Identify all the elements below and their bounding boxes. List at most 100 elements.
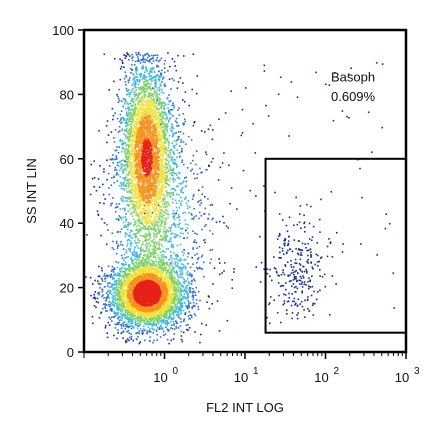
event-dot (124, 270, 127, 272)
event-dot (148, 238, 150, 241)
event-dot (187, 301, 190, 303)
event-dot (342, 243, 344, 245)
event-dot (184, 279, 187, 282)
event-dot (171, 304, 174, 307)
event-dot (110, 270, 113, 272)
event-dot (187, 280, 190, 283)
event-dot (137, 52, 140, 55)
event-dot (158, 315, 160, 318)
event-dot (96, 297, 99, 300)
event-dot (159, 127, 161, 129)
event-dot (167, 161, 170, 164)
event-dot (159, 193, 162, 196)
event-dot (136, 242, 138, 244)
event-dot (134, 322, 137, 324)
event-dot (110, 286, 113, 288)
event-dot (119, 231, 122, 233)
event-dot (189, 162, 192, 165)
event-dot (152, 213, 154, 215)
event-dot (170, 174, 173, 176)
event-dot (136, 79, 139, 81)
event-dot (128, 150, 130, 153)
event-dot (123, 314, 125, 317)
event-dot (144, 259, 146, 261)
event-dot (196, 247, 198, 250)
event-dot (121, 140, 124, 142)
event-dot (124, 233, 127, 236)
event-dot (113, 304, 115, 306)
event-dot (156, 339, 158, 341)
event-dot (280, 257, 282, 259)
event-dot (147, 226, 149, 229)
event-dot (183, 282, 186, 285)
event-dot (143, 315, 146, 318)
event-dot (208, 213, 210, 216)
event-dot (153, 221, 155, 223)
event-dot (177, 255, 179, 257)
event-dot (161, 264, 164, 267)
event-dot (297, 248, 300, 251)
event-dot (119, 169, 121, 172)
event-dot (178, 226, 180, 228)
event-dot (283, 302, 286, 305)
event-dot (110, 184, 113, 186)
event-dot (143, 225, 145, 228)
event-dot (161, 117, 163, 120)
event-dot (164, 230, 166, 233)
event-dot (114, 314, 117, 317)
event-dot (162, 136, 165, 138)
event-dot (149, 70, 151, 72)
event-dot (138, 263, 140, 265)
event-dot (295, 277, 297, 280)
event-dot (153, 88, 155, 91)
event-dot (198, 290, 200, 293)
event-dot (134, 242, 137, 244)
event-dot (175, 258, 178, 260)
event-dot (122, 330, 125, 332)
event-dot (128, 196, 131, 199)
event-dot (134, 80, 137, 83)
event-dot (143, 80, 146, 83)
event-dot (154, 113, 157, 116)
event-dot (162, 253, 164, 256)
event-dot (131, 192, 133, 195)
event-dot (216, 300, 219, 302)
event-dot (269, 302, 271, 304)
event-dot (128, 156, 131, 159)
event-dot (192, 247, 194, 249)
event-dot (128, 339, 130, 342)
event-dot (169, 277, 171, 280)
event-dot (311, 266, 314, 268)
event-dot (179, 318, 182, 320)
event-dot (191, 306, 193, 308)
event-dot (115, 283, 117, 286)
event-dot (308, 238, 311, 240)
event-dot (273, 256, 275, 258)
event-dot (185, 324, 188, 327)
event-dot (139, 341, 141, 343)
event-dot (112, 240, 114, 243)
event-dot (150, 220, 152, 222)
event-dot (157, 210, 160, 213)
event-dot (152, 57, 154, 59)
event-dot (154, 223, 156, 225)
event-dot (125, 128, 128, 131)
event-dot (141, 95, 144, 98)
event-dot (169, 264, 171, 266)
event-dot (170, 240, 172, 243)
event-dot (128, 54, 131, 57)
event-dot (182, 124, 185, 126)
event-dot (122, 313, 124, 315)
event-dot (139, 204, 141, 206)
event-dot (135, 204, 138, 207)
event-dot (127, 155, 130, 157)
event-dot (147, 211, 149, 214)
event-dot (109, 290, 112, 292)
event-dot (159, 248, 161, 250)
event-dot (121, 195, 124, 198)
event-dot (108, 282, 110, 284)
event-dot (146, 254, 149, 256)
event-dot (195, 92, 198, 95)
event-dot (133, 108, 136, 111)
event-dot (157, 215, 160, 218)
